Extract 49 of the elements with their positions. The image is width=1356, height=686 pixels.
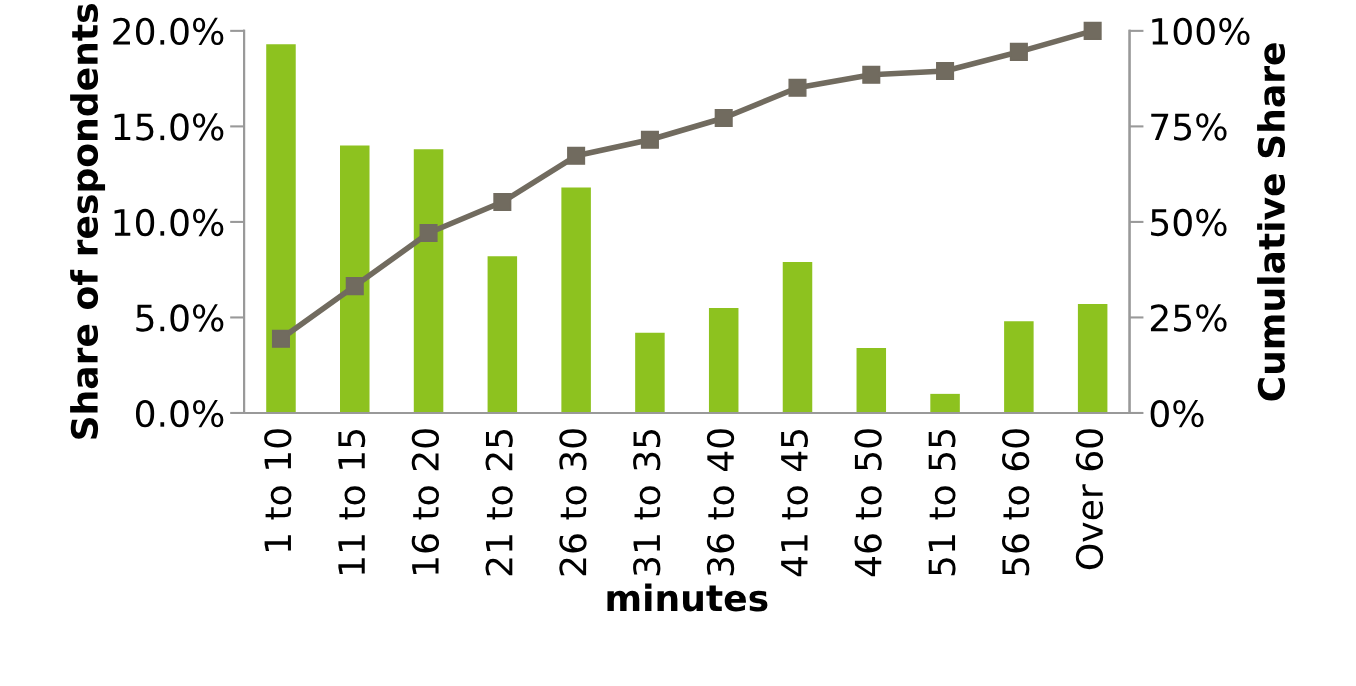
y2-tick-label: 50% <box>1151 208 1227 237</box>
bar <box>340 145 370 413</box>
y-tick-label: 15.0% <box>114 113 224 141</box>
point <box>640 130 659 149</box>
bar <box>1077 304 1108 413</box>
x-tick-label: 46 to 50 <box>854 429 882 577</box>
bar <box>782 262 813 413</box>
y-axis-title: Share of respondents <box>70 4 106 439</box>
x-tick-label: 56 to 60 <box>1002 429 1030 576</box>
point <box>419 223 438 243</box>
bar <box>561 187 591 413</box>
x-tick-label: 36 to 40 <box>706 429 735 576</box>
x-tick-label: Over 60 <box>1075 429 1104 570</box>
x-tick-label: 21 to 25 <box>485 430 513 576</box>
y2-tick-label: 25% <box>1150 304 1227 332</box>
bar <box>856 348 887 413</box>
point <box>936 61 955 81</box>
y-tick-label: 20.0% <box>113 17 224 46</box>
x-tick-label: 1 to 10 <box>264 429 292 552</box>
point <box>271 329 291 348</box>
point <box>1083 21 1102 40</box>
bar <box>487 256 518 413</box>
y-tick-label: 10.0% <box>114 208 224 237</box>
y-tick-label: 5.0% <box>136 304 224 332</box>
point <box>493 193 512 212</box>
y2-tick-label: 100% <box>1152 17 1250 46</box>
y2-tick-label: 0% <box>1150 399 1204 428</box>
x-tick-label: 41 to 45 <box>781 430 808 577</box>
x-tick-label: 26 to 30 <box>559 429 587 576</box>
bar <box>635 332 665 413</box>
y-tick-label: 0.0% <box>135 399 224 428</box>
point <box>345 277 364 296</box>
point <box>862 65 881 84</box>
point <box>567 146 586 165</box>
x-axis-title: minutes <box>607 583 768 612</box>
bar <box>266 44 296 413</box>
x-tick-label: 51 to 55 <box>928 430 956 576</box>
bar <box>1004 321 1034 413</box>
bar <box>413 149 444 413</box>
bar <box>708 307 739 413</box>
point <box>788 78 807 97</box>
point <box>714 108 733 128</box>
x-tick-label: 31 to 35 <box>633 430 661 576</box>
bar <box>930 393 960 413</box>
x-tick-label: 11 to 15 <box>338 430 366 574</box>
x-tick-label: 16 to 20 <box>411 429 440 574</box>
point <box>1009 42 1028 61</box>
y2-tick-label: 75% <box>1151 113 1227 141</box>
y2-axis-title: Cumulative Share <box>1257 43 1286 401</box>
